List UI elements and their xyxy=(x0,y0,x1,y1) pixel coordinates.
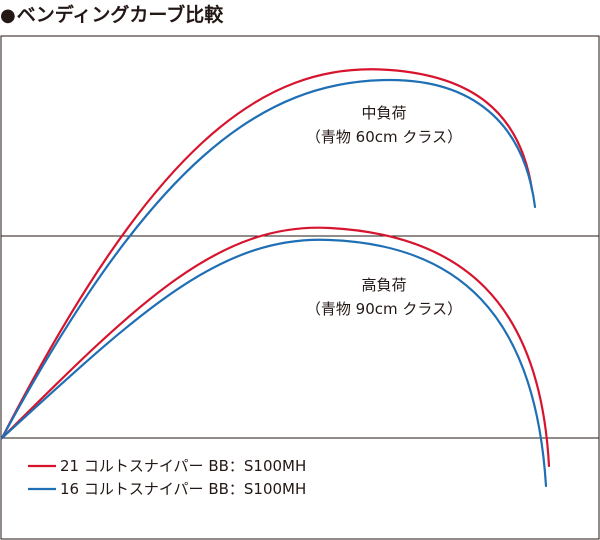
curves-group xyxy=(0,68,551,488)
mid-load-series-21-curve xyxy=(0,68,534,440)
legend-label-16: 16 コルトスナイパー BB：S100MH xyxy=(60,480,306,498)
mid-load-label: 中負荷 xyxy=(361,104,406,122)
mid-load-series-16-curve xyxy=(0,78,537,440)
chart-title: ●ベンディングカーブ比較 xyxy=(0,0,223,30)
title-text: ベンディングカーブ比較 xyxy=(16,4,224,26)
chart-frame xyxy=(0,35,600,540)
high-load-series-16-curve xyxy=(0,238,548,488)
legend: 21 コルトスナイパー BB：S100MH 16 コルトスナイパー BB：S10… xyxy=(28,457,306,498)
high-load-label: 高負荷 xyxy=(361,276,406,294)
title-bullet-icon: ● xyxy=(0,5,16,26)
high-load-series-21-curve xyxy=(0,226,551,468)
mid-load-sublabel: （青物 60cm クラス） xyxy=(306,128,462,146)
high-load-sublabel: （青物 90cm クラス） xyxy=(306,300,462,318)
legend-label-21: 21 コルトスナイパー BB：S100MH xyxy=(60,457,306,475)
